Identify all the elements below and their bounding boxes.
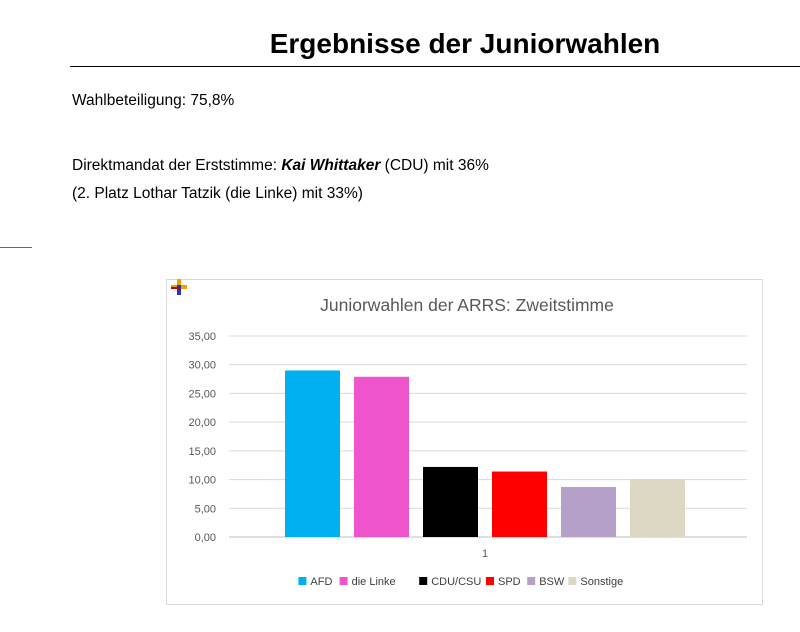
legend-swatch-bsw [527,577,536,585]
legend-label-die-linke: die Linke [352,576,396,588]
legend-label-spd: SPD [498,576,521,588]
y-tick-label: 25,00 [188,388,216,400]
anchor-icon [171,279,187,295]
bar-bsw [561,487,616,537]
bar-cdu-csu [423,466,478,537]
direct-mandate-line: Direktmandat der Erststimme: Kai Whittak… [72,157,489,175]
page-title: Ergebnisse der Juniorwahlen [269,28,661,59]
y-tick-label: 5,00 [195,503,216,515]
second-place-text: (2. Platz Lothar Tatzik (die Linke) mit … [72,185,363,202]
legend-swatch-afd [298,577,307,585]
direct-mandate-prefix: Direktmandat der Erststimme: [72,157,282,174]
y-tick-label: 0,00 [195,532,216,544]
legend-swatch-spd [486,577,494,585]
y-tick-label: 30,00 [188,360,216,372]
legend-swatch-sonstige [568,577,577,585]
y-tick-label: 15,00 [188,446,216,458]
legend-label-afd: AFD [310,576,332,588]
bar-afd [285,370,340,537]
chart-title: Juniorwahlen der ARRS: Zweitstimme [320,295,614,315]
y-tick-label: 10,00 [188,475,216,487]
bar-chart: Juniorwahlen der ARRS: Zweitstimme 0,00 5… [188,295,747,588]
direct-mandate-suffix: (CDU) mit 36% [380,157,489,174]
bar-sonstige [630,478,685,537]
legend-swatch-die-linke [339,577,348,585]
title-divider [70,66,800,67]
bar-die-linke [354,376,409,537]
bar-spd [492,471,547,537]
y-tick-label: 20,00 [188,417,216,429]
chart-container[interactable]: Juniorwahlen der ARRS: Zweitstimme 0,00 5… [166,279,763,605]
legend-label-sonstige: Sonstige [580,576,623,588]
legend-label-bsw: BSW [539,576,565,588]
turnout-text: Wahlbeteiligung: 75,8% [72,92,235,109]
y-tick-label: 35,00 [188,331,216,343]
margin-marker [0,247,32,248]
legend-swatch-cdu-csu [419,577,428,585]
x-tick-label: 1 [482,548,488,560]
direct-mandate-candidate: Kai Whittaker [281,157,381,174]
legend-label-cdu-csu: CDU/CSU [431,576,481,588]
